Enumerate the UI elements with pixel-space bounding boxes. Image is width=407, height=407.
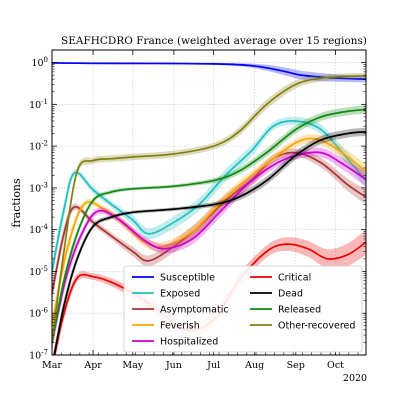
x-tick-label: May — [122, 360, 143, 371]
series-line-hospitalized — [52, 151, 366, 343]
plot-area — [52, 62, 366, 355]
chart-title: SEAFHCDRO France (weighted average over … — [61, 35, 367, 47]
x-tick-label: Mar — [42, 360, 62, 371]
legend-label-feverish: Feverish — [160, 321, 200, 332]
legend-label-other-recovered: Other-recovered — [278, 321, 355, 332]
series-line-asymptomatic — [52, 151, 366, 294]
series-line-feverish — [52, 137, 366, 326]
band-exposed — [52, 116, 366, 280]
band-susceptible — [52, 62, 366, 83]
y-tick-label: 10-2 — [29, 140, 48, 153]
legend-label-susceptible: Susceptible — [160, 273, 215, 284]
legend-label-asymptomatic: Asymptomatic — [160, 305, 229, 316]
plot-frame — [51, 49, 367, 356]
y-tick-label: 10-5 — [29, 265, 48, 278]
x-tick-label: Jul — [206, 360, 220, 371]
legend-label-released: Released — [278, 305, 321, 316]
series-line-susceptible — [52, 62, 366, 81]
y-axis-label: fractions — [10, 178, 23, 228]
x-tick-label: Jun — [165, 360, 182, 371]
legend-label-exposed: Exposed — [160, 289, 200, 300]
series-line-other-recovered — [52, 75, 366, 343]
y-tick-label: 10-3 — [29, 181, 48, 194]
legend: Susceptible Exposed Asymptomatic Feverish Ho… — [123, 265, 363, 353]
axes: Mar Apr May Jun Jul Aug Sep Oct 100 10-1 10-2 10-3 1… — [29, 49, 367, 371]
x-tick-label: Oct — [327, 360, 344, 371]
y-tick-label: 100 — [31, 56, 48, 69]
y-tick-label: 10-1 — [29, 98, 48, 111]
legend-label-dead: Dead — [278, 289, 303, 300]
y-tick-label: 10-7 — [29, 349, 48, 362]
legend-label-hospitalized: Hospitalized — [160, 337, 218, 348]
y-tick-label: 10-6 — [29, 307, 48, 320]
x-tick-label: Aug — [244, 360, 264, 371]
x-tick-label: Apr — [83, 360, 102, 371]
x-tick-label: Sep — [287, 360, 305, 371]
legend-box — [123, 265, 363, 353]
series-line-dead — [53, 130, 366, 355]
legend-label-critical: Critical — [278, 273, 311, 284]
y-tick-label: 10-4 — [29, 223, 48, 236]
year-label: 2020 — [343, 373, 367, 384]
series-line-released — [52, 108, 366, 343]
